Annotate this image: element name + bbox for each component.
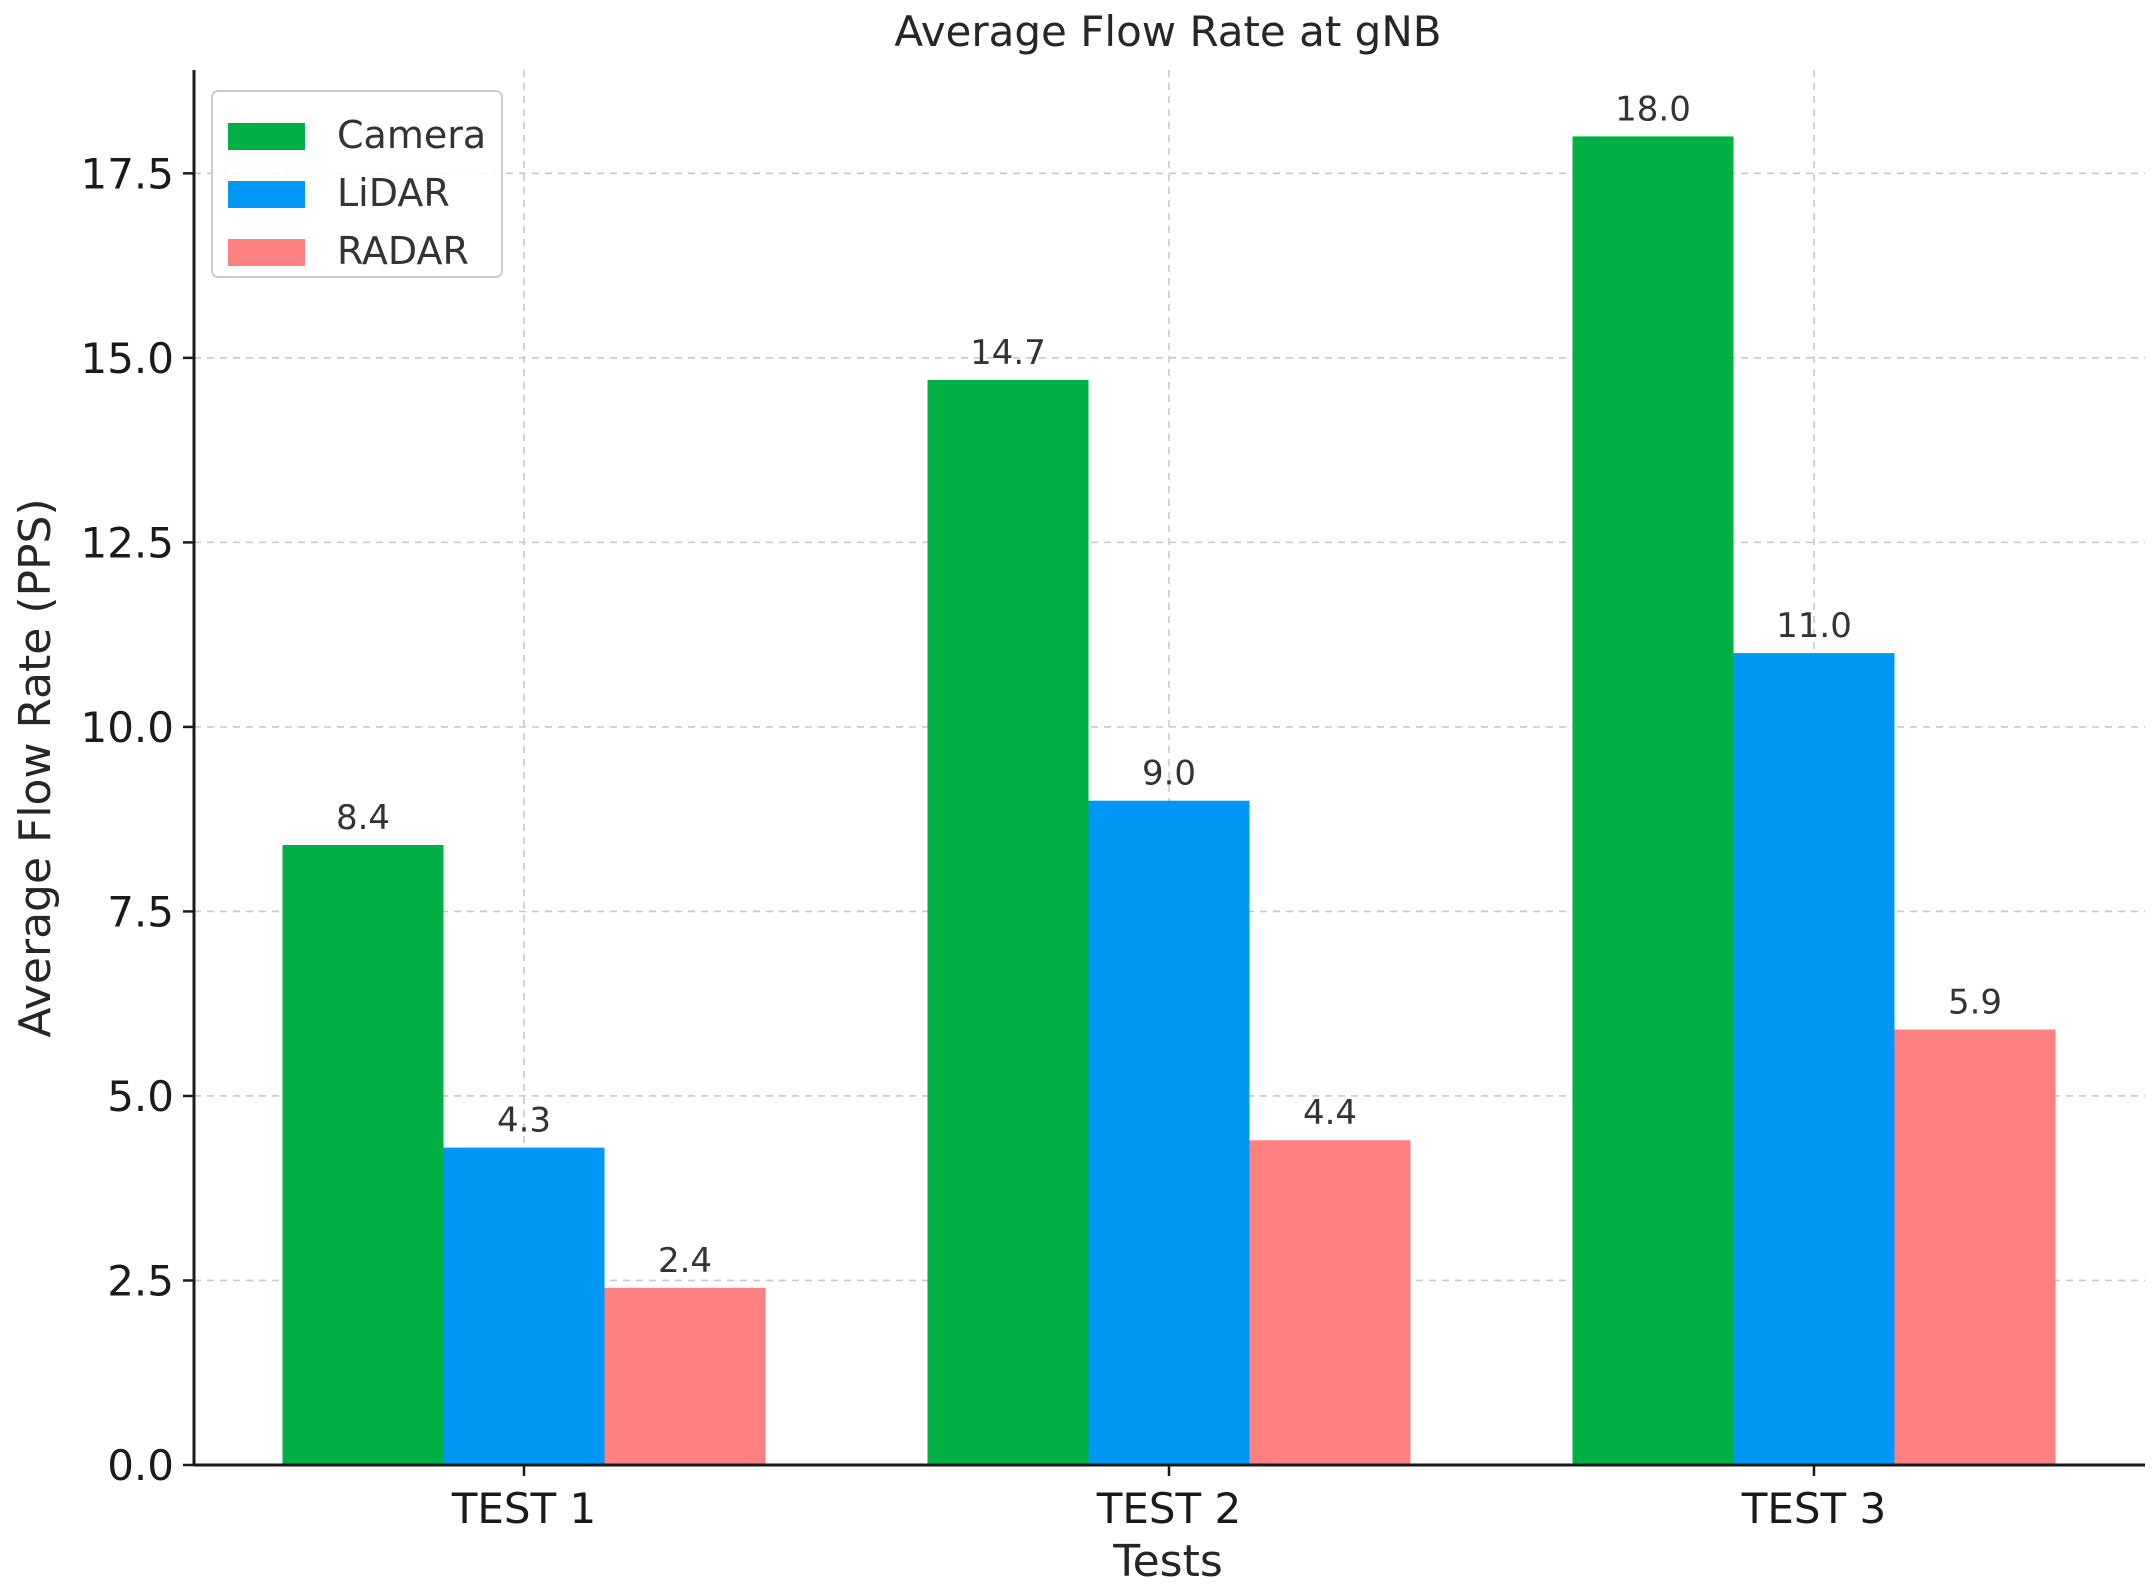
data-label: 14.7 <box>970 333 1046 373</box>
bar-radar-3 <box>1894 1029 2056 1465</box>
data-labels: 8.4 14.7 18.0 4.3 9.0 11.0 2.4 4.4 5.9 <box>336 89 2002 1280</box>
data-label: 4.3 <box>497 1101 551 1141</box>
data-label: 2.4 <box>658 1241 712 1281</box>
chart-title: Average Flow Rate at gNB <box>894 7 1441 56</box>
bar-radar-2 <box>1249 1140 1411 1465</box>
y-tick-label: 15.0 <box>80 334 174 383</box>
y-tick-label: 12.5 <box>80 518 174 567</box>
y-tick-label: 2.5 <box>107 1256 174 1305</box>
legend: Camera LiDAR RADAR <box>211 90 503 278</box>
x-tick-label: TEST 1 <box>451 1484 597 1533</box>
x-tick-label: TEST 3 <box>1741 1484 1887 1533</box>
y-tick-label: 7.5 <box>107 887 174 936</box>
x-tick-label: TEST 2 <box>1096 1484 1242 1533</box>
x-axis-label: Tests <box>1112 1536 1223 1584</box>
data-label: 5.9 <box>1948 983 2002 1023</box>
bar-lidar-3 <box>1733 653 1895 1465</box>
y-tick-label: 0.0 <box>107 1441 174 1490</box>
y-tick-label: 5.0 <box>107 1072 174 1121</box>
data-label: 18.0 <box>1615 89 1691 129</box>
data-label: 8.4 <box>336 798 390 838</box>
legend-swatch-lidar <box>228 181 305 208</box>
bar-camera-3 <box>1572 136 1734 1465</box>
legend-label-radar: RADAR <box>337 229 469 273</box>
bar-camera-1 <box>282 845 444 1465</box>
y-tick-label: 17.5 <box>80 149 174 198</box>
bars <box>282 136 2056 1465</box>
bar-camera-2 <box>927 380 1089 1465</box>
data-label: 9.0 <box>1142 754 1196 794</box>
data-label: 4.4 <box>1303 1093 1357 1133</box>
data-label: 11.0 <box>1776 606 1852 646</box>
bar-lidar-1 <box>443 1147 605 1465</box>
axes: 0.0 2.5 5.0 7.5 10.0 12.5 15.0 17.5 TEST 1 TEST 2… <box>80 70 2145 1533</box>
legend-swatch-radar <box>228 239 305 266</box>
legend-swatch-camera <box>228 123 305 150</box>
bar-radar-1 <box>604 1287 766 1465</box>
y-tick-label: 10.0 <box>80 703 174 752</box>
legend-label-lidar: LiDAR <box>337 171 450 215</box>
bar-lidar-2 <box>1088 800 1250 1465</box>
y-axis-label: Average Flow Rate (PPS) <box>10 498 61 1037</box>
legend-label-camera: Camera <box>337 113 486 157</box>
